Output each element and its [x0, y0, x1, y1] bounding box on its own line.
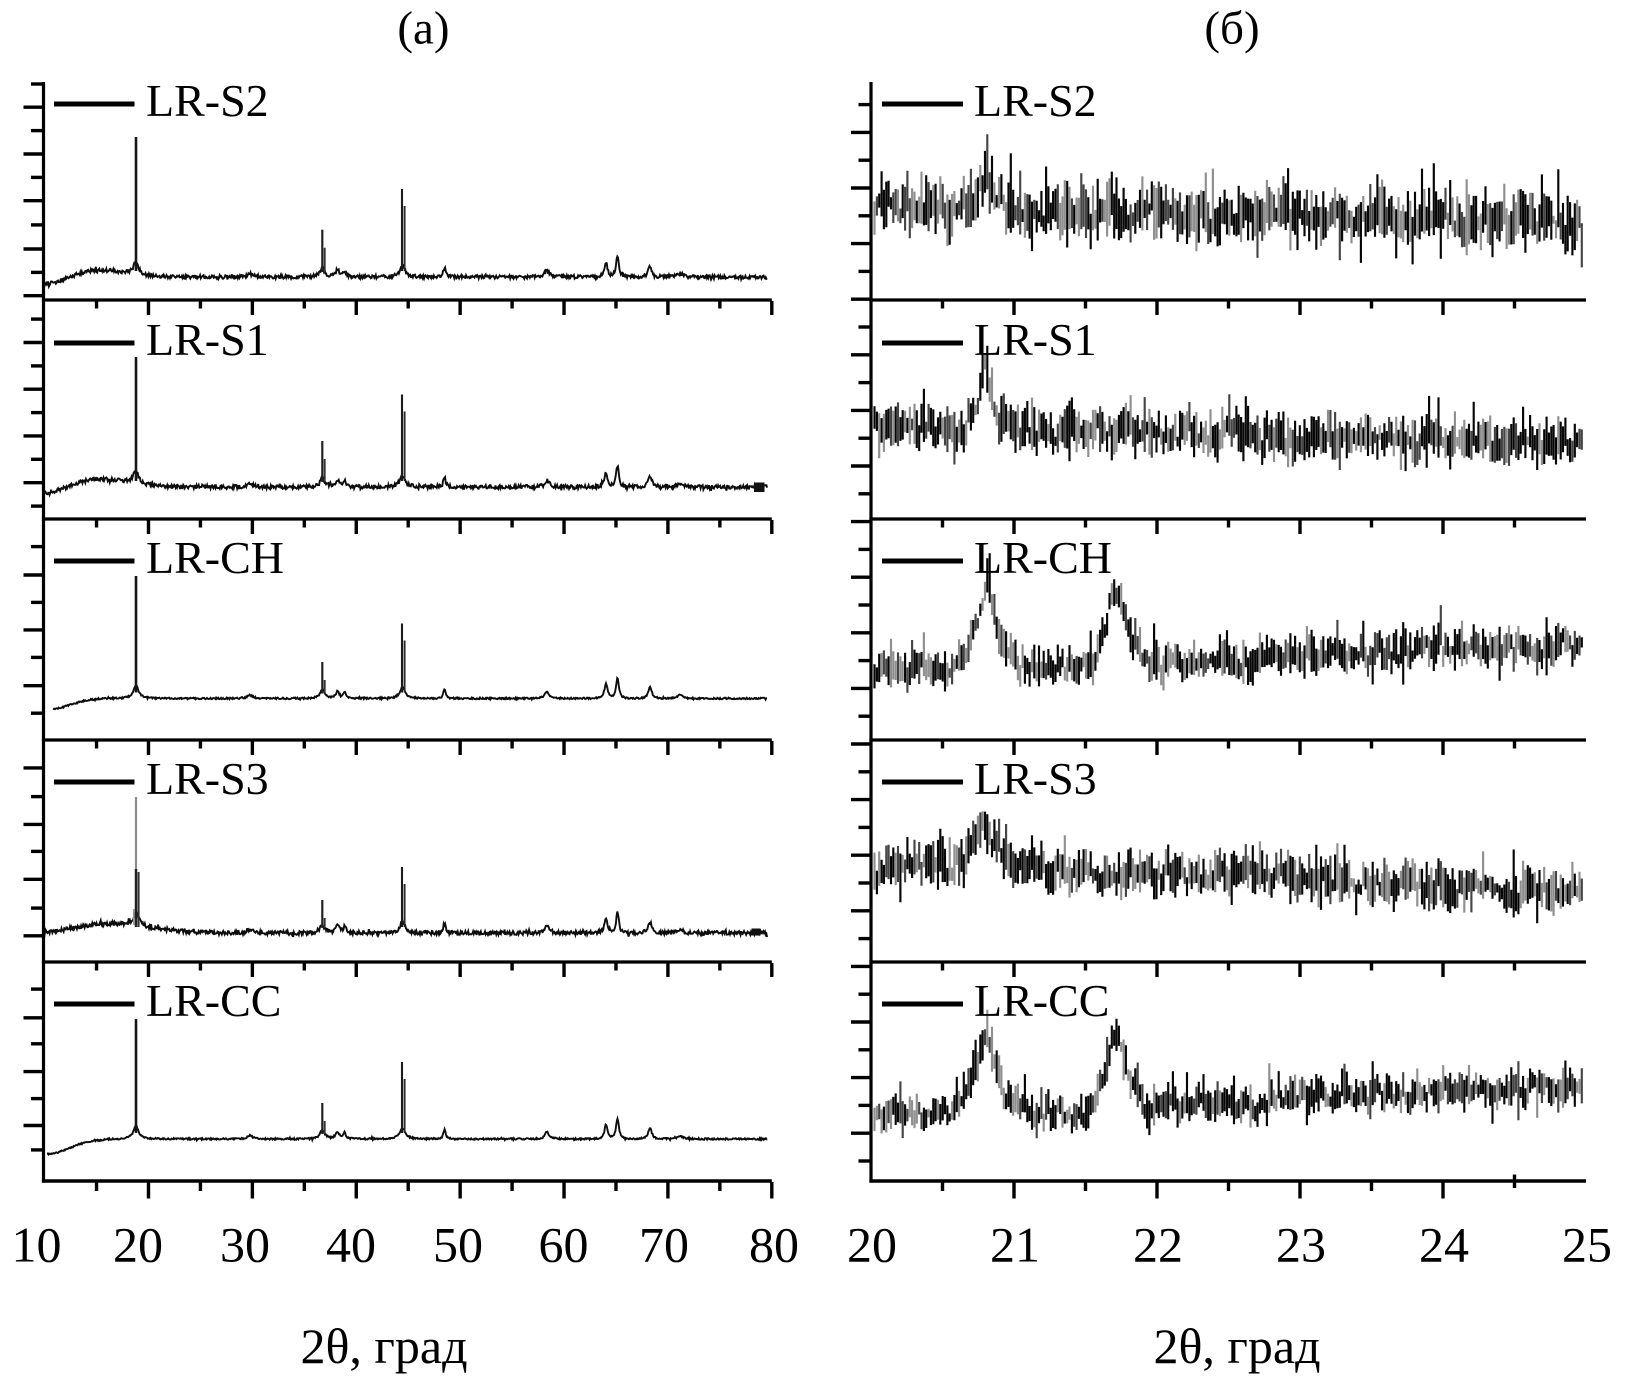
svg-text:LR-S2: LR-S2: [146, 75, 269, 126]
svg-text:23: 23: [1276, 1217, 1326, 1273]
svg-text:24: 24: [1419, 1217, 1469, 1273]
svg-text:LR-CH: LR-CH: [974, 532, 1112, 583]
svg-text:2θ, град: 2θ, град: [1153, 1318, 1320, 1374]
svg-text:LR-S3: LR-S3: [146, 753, 269, 804]
svg-text:LR-CC: LR-CC: [974, 975, 1109, 1026]
svg-text:2θ, град: 2θ, град: [300, 1318, 467, 1374]
svg-text:LR-S1: LR-S1: [146, 314, 269, 365]
svg-text:LR-S1: LR-S1: [974, 314, 1097, 365]
svg-text:40: 40: [326, 1217, 376, 1273]
svg-text:LR-CC: LR-CC: [146, 975, 281, 1026]
svg-text:LR-CH: LR-CH: [146, 532, 284, 583]
svg-text:(а): (а): [397, 3, 449, 55]
svg-text:21: 21: [990, 1217, 1040, 1273]
svg-text:10: 10: [12, 1217, 62, 1273]
svg-text:80: 80: [749, 1217, 799, 1273]
svg-text:60: 60: [539, 1217, 589, 1273]
svg-text:LR-S2: LR-S2: [974, 75, 1097, 126]
svg-text:50: 50: [433, 1217, 483, 1273]
svg-text:20: 20: [847, 1217, 897, 1273]
svg-text:30: 30: [220, 1217, 270, 1273]
svg-text:(б): (б): [1204, 3, 1259, 55]
svg-text:22: 22: [1133, 1217, 1183, 1273]
svg-text:70: 70: [639, 1217, 689, 1273]
svg-text:25: 25: [1562, 1217, 1612, 1273]
svg-text:LR-S3: LR-S3: [974, 753, 1097, 804]
svg-text:20: 20: [113, 1217, 163, 1273]
